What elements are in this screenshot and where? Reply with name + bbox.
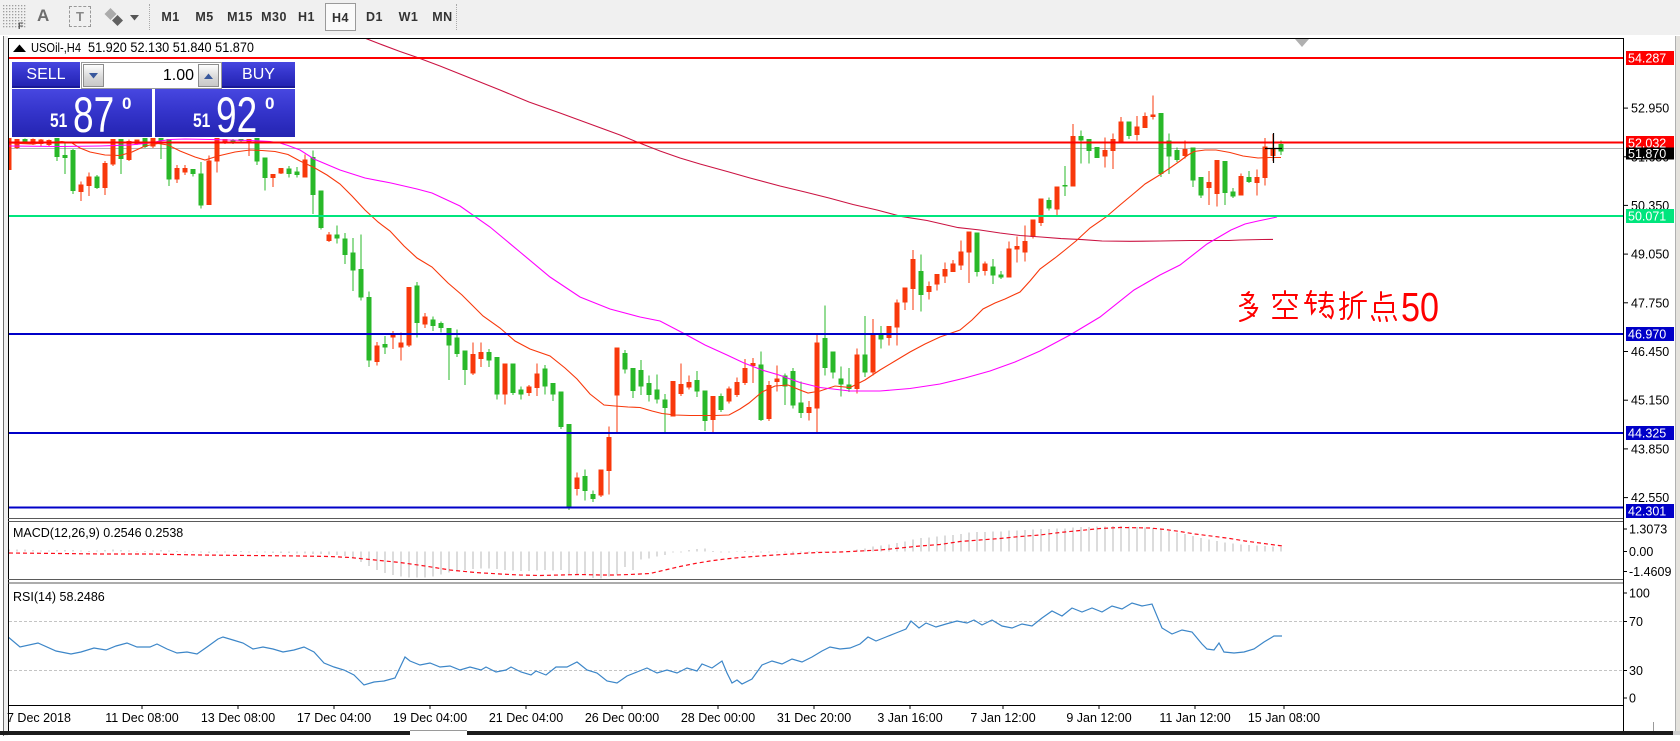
- svg-text:51.920 52.130 51.840 51.870: 51.920 52.130 51.840 51.870: [88, 40, 254, 55]
- svg-text:MACD(12,26,9) 0.2546 0.2538: MACD(12,26,9) 0.2546 0.2538: [13, 526, 183, 540]
- svg-text:70: 70: [1629, 615, 1643, 629]
- svg-text:46.450: 46.450: [1631, 345, 1669, 359]
- svg-text:0: 0: [1629, 692, 1636, 706]
- svg-text:17 Dec 04:00: 17 Dec 04:00: [297, 711, 371, 725]
- svg-text:45.150: 45.150: [1631, 394, 1669, 408]
- svg-text:100: 100: [1629, 587, 1650, 601]
- svg-text:26 Dec 00:00: 26 Dec 00:00: [585, 711, 659, 725]
- svg-text:RSI(14) 58.2486: RSI(14) 58.2486: [13, 590, 105, 604]
- svg-text:31 Dec 20:00: 31 Dec 20:00: [777, 711, 851, 725]
- svg-text:15 Jan 08:00: 15 Jan 08:00: [1248, 711, 1320, 725]
- svg-text:49.050: 49.050: [1631, 248, 1669, 262]
- svg-text:1.3073: 1.3073: [1629, 523, 1667, 537]
- svg-text:-1.4609: -1.4609: [1629, 565, 1671, 579]
- svg-text:51.870: 51.870: [1628, 147, 1666, 161]
- svg-text:47.750: 47.750: [1631, 296, 1669, 310]
- svg-text:11 Dec 08:00: 11 Dec 08:00: [105, 711, 178, 725]
- svg-text:44.325: 44.325: [1628, 427, 1666, 441]
- svg-text:46.970: 46.970: [1628, 328, 1666, 342]
- svg-text:21 Dec 04:00: 21 Dec 04:00: [489, 711, 563, 725]
- svg-text:52.950: 52.950: [1631, 102, 1669, 116]
- svg-text:F: F: [18, 21, 24, 31]
- svg-text:50.071: 50.071: [1628, 210, 1666, 224]
- svg-text:28 Dec 00:00: 28 Dec 00:00: [681, 711, 755, 725]
- svg-text:13 Dec 08:00: 13 Dec 08:00: [201, 711, 275, 725]
- svg-text:52.032: 52.032: [1628, 137, 1666, 151]
- svg-text:11 Jan 12:00: 11 Jan 12:00: [1159, 711, 1230, 725]
- svg-text:50: 50: [1401, 284, 1439, 330]
- svg-text:42.301: 42.301: [1628, 505, 1666, 519]
- svg-text:USOil-,H4: USOil-,H4: [31, 40, 81, 55]
- svg-text:54.287: 54.287: [1628, 52, 1666, 66]
- svg-text:9 Jan 12:00: 9 Jan 12:00: [1066, 711, 1131, 725]
- svg-text:42.550: 42.550: [1631, 491, 1669, 505]
- svg-text:7 Jan 12:00: 7 Jan 12:00: [970, 711, 1035, 725]
- svg-text:3 Jan 16:00: 3 Jan 16:00: [877, 711, 942, 725]
- svg-text:7 Dec 2018: 7 Dec 2018: [7, 711, 71, 725]
- svg-text:30: 30: [1629, 664, 1643, 678]
- svg-text:19 Dec 04:00: 19 Dec 04:00: [393, 711, 467, 725]
- svg-text:43.850: 43.850: [1631, 442, 1669, 456]
- svg-text:0.00: 0.00: [1629, 545, 1653, 559]
